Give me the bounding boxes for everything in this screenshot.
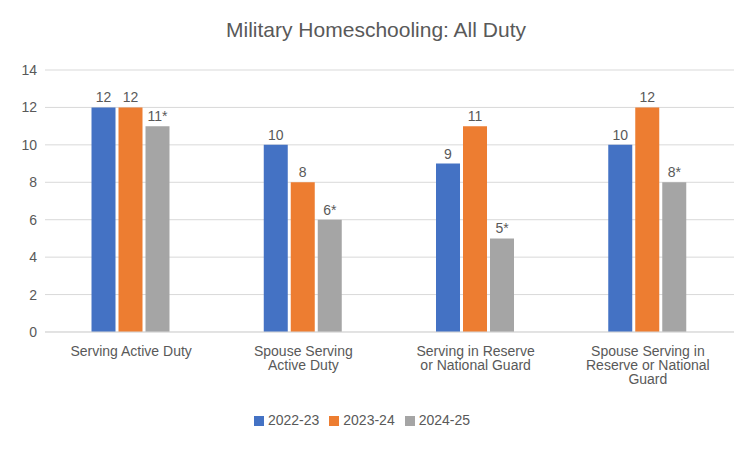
svg-text:12: 12 — [96, 89, 112, 105]
svg-text:14: 14 — [21, 62, 37, 78]
svg-text:6: 6 — [29, 212, 37, 228]
svg-text:8: 8 — [299, 164, 307, 180]
html-text:Military Homeschooling: All Du: Military Homeschooling: All Duty — [226, 18, 526, 41]
svg-text:11*: 11* — [148, 108, 169, 124]
svg-text:12: 12 — [21, 99, 37, 115]
svg-text:9: 9 — [444, 146, 452, 162]
svg-text:10: 10 — [268, 127, 284, 143]
html-text:2024-25: 2024-25 — [418, 412, 471, 428]
svg-text:6*: 6* — [323, 202, 337, 218]
svg-text:8: 8 — [29, 174, 37, 190]
svg-text:8*: 8* — [668, 164, 682, 180]
svg-text:Spouse ServingActive Duty: Spouse ServingActive Duty — [254, 343, 353, 373]
svg-text:Spouse Serving inReserve or Na: Spouse Serving inReserve or NationalGuar… — [586, 343, 710, 387]
svg-text:5*: 5* — [495, 220, 509, 236]
svg-text:0: 0 — [29, 324, 37, 340]
svg-text:10: 10 — [612, 127, 628, 143]
svg-text:10: 10 — [21, 137, 37, 153]
svg-text:Serving in Reserveor National: Serving in Reserveor National Guard — [416, 343, 534, 373]
svg-text:2: 2 — [29, 287, 37, 303]
svg-text:Serving Active Duty: Serving Active Duty — [70, 343, 191, 359]
html-text:2022-23: 2022-23 — [267, 412, 320, 428]
svg-text:12: 12 — [639, 89, 655, 105]
svg-text:4: 4 — [29, 249, 37, 265]
svg-text:11: 11 — [468, 108, 483, 124]
html-text:2023-24: 2023-24 — [343, 412, 395, 428]
svg-text:12: 12 — [123, 89, 139, 105]
